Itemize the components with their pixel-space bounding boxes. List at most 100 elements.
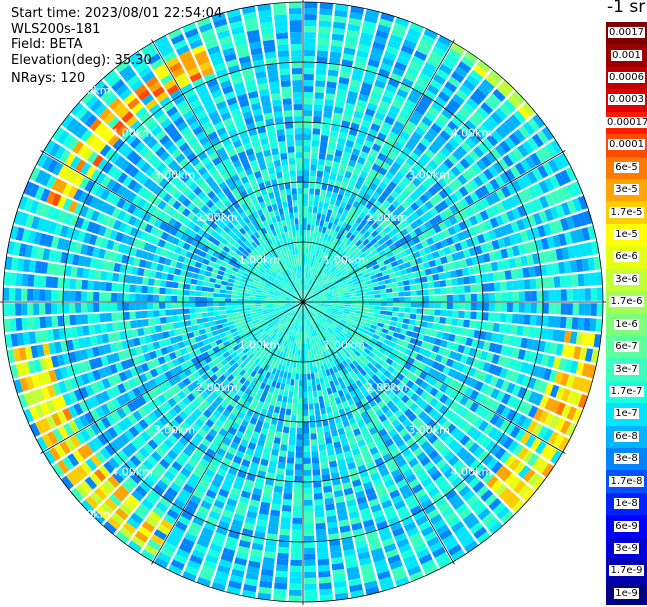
range-gate-cell — [191, 422, 201, 433]
range-gate-cell — [298, 319, 301, 326]
range-gate-cell — [434, 401, 444, 411]
range-gate-cell — [410, 211, 420, 221]
range-gate-cell — [443, 218, 453, 228]
range-gate-cell — [295, 313, 299, 319]
range-gate-cell — [540, 328, 548, 340]
range-gate-cell — [427, 127, 439, 139]
range-gate-cell — [146, 360, 155, 370]
range-gate-cell — [402, 280, 410, 286]
range-gate-cell — [352, 375, 360, 383]
range-gate-cell — [132, 410, 143, 422]
range-gate-cell — [371, 213, 379, 222]
range-gate-cell — [377, 358, 386, 366]
range-gate-cell — [95, 259, 104, 270]
range-gate-cell — [378, 280, 386, 286]
range-gate-cell — [356, 372, 364, 380]
range-gate-cell — [366, 386, 375, 394]
range-gate-cell — [356, 364, 363, 372]
range-gate-cell — [318, 396, 324, 403]
range-gate-cell — [252, 411, 260, 420]
range-gate-cell — [379, 314, 386, 320]
range-gate-cell — [100, 390, 111, 402]
range-gate-cell — [417, 333, 425, 341]
range-gate-cell — [407, 94, 420, 105]
range-gate-cell — [507, 95, 521, 109]
range-gate-cell — [353, 142, 363, 151]
range-gate-cell — [489, 413, 500, 426]
range-gate-cell — [488, 302, 495, 312]
range-gate-cell — [347, 90, 358, 99]
range-gate-cell — [427, 281, 435, 289]
range-gate-cell — [549, 206, 560, 220]
range-gate-cell — [504, 454, 516, 468]
range-gate-cell — [331, 404, 338, 412]
range-gate-cell — [85, 425, 97, 439]
range-gate-cell — [67, 185, 78, 199]
range-gate-cell — [135, 302, 142, 311]
range-gate-cell — [412, 83, 426, 94]
range-gate-cell — [314, 408, 321, 416]
range-gate-cell — [278, 413, 285, 421]
range-gate-cell — [392, 297, 399, 302]
range-gate-cell — [279, 306, 286, 310]
range-gate-cell — [306, 230, 311, 237]
range-gate-cell — [350, 516, 361, 525]
range-gate-cell — [397, 413, 407, 423]
range-gate-cell — [124, 274, 131, 284]
range-gate-cell — [387, 78, 400, 88]
range-gate-cell — [22, 259, 31, 272]
range-gate-cell — [129, 455, 142, 467]
range-gate-cell — [330, 130, 339, 138]
range-gate-cell — [485, 151, 497, 164]
range-gate-cell — [315, 347, 320, 355]
range-gate-cell — [313, 104, 323, 111]
range-gate-cell — [409, 259, 417, 267]
range-gate-cell — [177, 341, 186, 349]
range-gate-cell — [375, 217, 384, 226]
range-gate-cell — [544, 208, 554, 222]
range-gate-cell — [293, 318, 297, 325]
range-gate-cell — [128, 426, 140, 438]
range-gate-cell — [270, 354, 276, 361]
range-gate-cell — [312, 290, 317, 295]
range-gate-cell — [197, 428, 208, 438]
range-gate-cell — [560, 373, 570, 387]
range-gate-cell — [218, 414, 228, 423]
range-gate-cell — [522, 468, 536, 483]
range-gate-cell — [366, 362, 375, 370]
range-gate-cell — [514, 162, 526, 175]
range-gate-cell — [349, 251, 357, 258]
range-gate-cell — [376, 132, 387, 142]
range-gate-cell — [185, 251, 194, 259]
range-gate-cell — [350, 302, 357, 305]
range-gate-cell — [362, 358, 370, 366]
range-gate-cell — [267, 527, 279, 535]
range-gate-cell — [58, 380, 68, 394]
range-gate-cell — [369, 148, 379, 158]
range-gate-cell — [325, 308, 332, 312]
range-gate-cell — [596, 287, 603, 301]
range-gate-cell — [210, 272, 218, 279]
range-gate-cell — [458, 407, 469, 418]
range-gate-cell — [323, 171, 330, 179]
range-gate-cell — [443, 125, 455, 137]
range-gate-cell — [500, 248, 509, 259]
range-gate-cell — [506, 382, 516, 394]
range-gate-cell — [228, 274, 236, 280]
range-gate-cell — [321, 413, 328, 421]
range-gate-cell — [201, 307, 208, 313]
range-gate-cell — [177, 400, 187, 410]
range-gate-cell — [337, 168, 346, 177]
range-gate-cell — [285, 408, 292, 416]
range-gate-cell — [372, 452, 382, 461]
range-gate-cell — [315, 237, 320, 244]
range-gate-cell — [462, 79, 476, 92]
range-gate-cell — [232, 316, 240, 321]
range-gate-cell — [522, 403, 533, 416]
range-gate-cell — [279, 407, 286, 415]
range-gate-cell — [68, 171, 79, 184]
range-gate-cell — [339, 302, 345, 304]
range-gate-cell — [34, 330, 43, 344]
range-gate-cell — [464, 194, 474, 206]
range-gate-cell — [141, 498, 154, 511]
